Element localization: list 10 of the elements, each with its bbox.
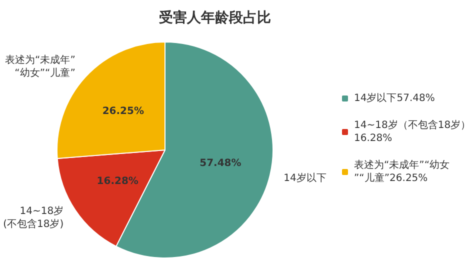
data-label: 57.48% [200,158,242,169]
data-label: 26.25% [102,106,144,117]
chart-title: 受害人年龄段占比 [158,9,271,26]
text: 14岁以下 [284,172,326,184]
text: 表述为“未成年” “幼女”“儿童” [5,54,76,80]
text: 14~18岁 (不包含18岁) [3,204,64,230]
legend-label: 14岁以下57.48% [354,92,435,104]
data-label: 16.28% [96,176,138,188]
legend-label: 14~18岁（不包含18岁）16.28% [354,119,471,144]
legend-label: 表述为“未成年”“幼女”“儿童”26.25% [354,159,450,184]
